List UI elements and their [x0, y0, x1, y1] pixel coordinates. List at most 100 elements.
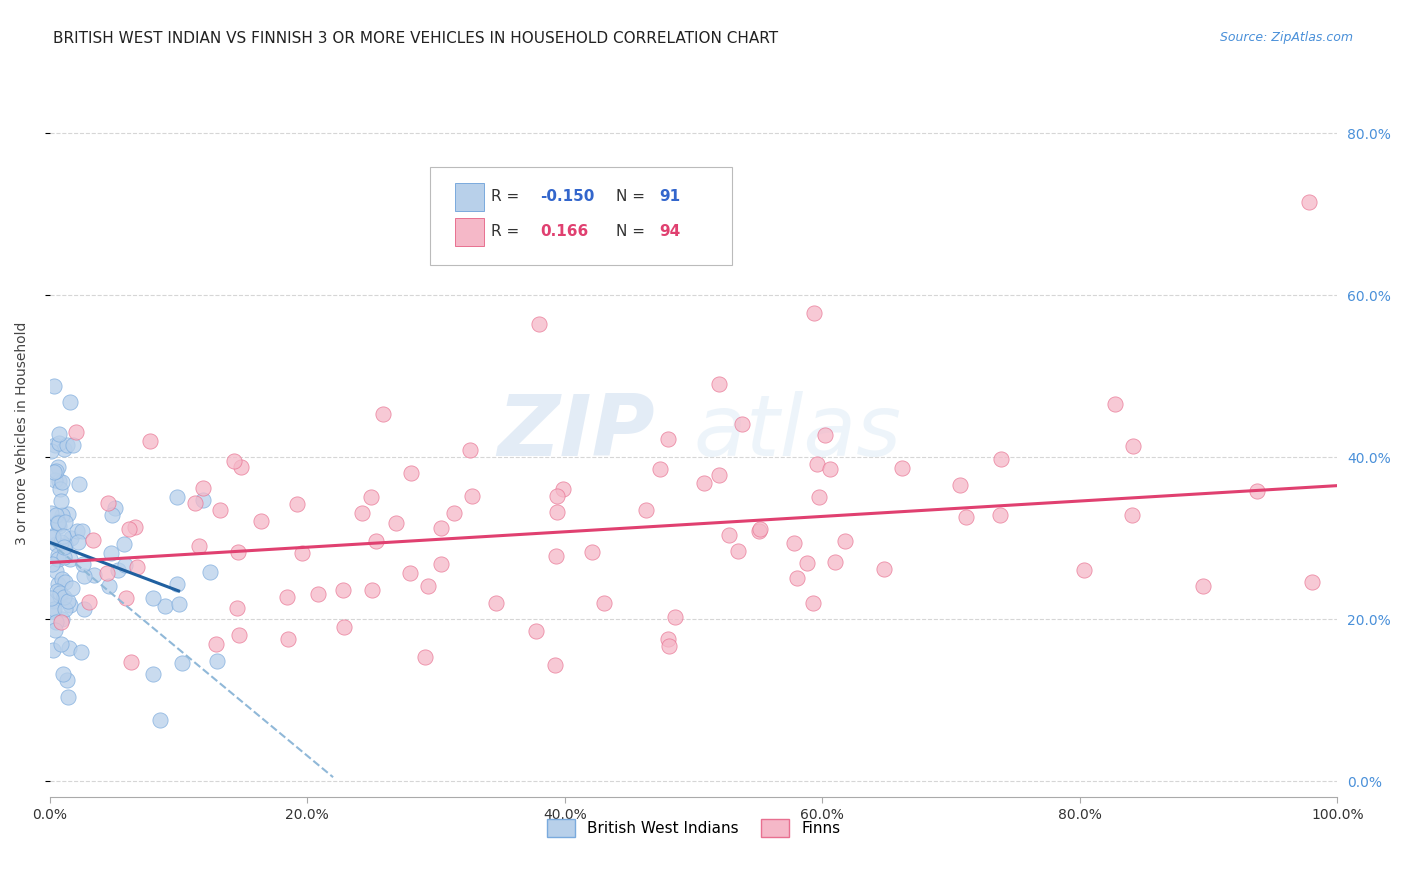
Point [59, 552, 82, 566]
Point [114, 558, 136, 572]
Point [188, 539, 211, 553]
Point [231, 460, 253, 475]
Point [808, 491, 831, 505]
Point [67, 535, 90, 549]
Point [42, 594, 65, 608]
Point [783, 535, 806, 549]
Point [1122, 439, 1144, 453]
Point [53, 538, 76, 552]
Point [307, 586, 329, 600]
Point [53, 549, 76, 564]
Point [44, 379, 66, 393]
Point [124, 520, 146, 534]
Point [42, 601, 65, 615]
Point [731, 417, 754, 432]
Point [458, 443, 481, 458]
Point [46, 459, 69, 474]
Point [48, 519, 70, 533]
Point [58, 507, 80, 521]
Text: Source: ZipAtlas.com: Source: ZipAtlas.com [1219, 31, 1353, 45]
Point [873, 562, 896, 576]
Point [693, 475, 716, 490]
Point [803, 596, 825, 610]
Point [138, 434, 160, 449]
Point [39, 591, 62, 605]
Point [155, 599, 177, 613]
Point [62, 438, 84, 452]
Point [385, 516, 408, 530]
Point [70, 644, 93, 658]
Point [527, 317, 550, 331]
Point [824, 555, 846, 569]
Point [142, 667, 165, 681]
Point [46, 577, 69, 591]
Point [39, 506, 62, 520]
Point [45, 508, 67, 523]
Point [226, 545, 249, 559]
Point [170, 657, 193, 671]
Point [52, 667, 75, 681]
Point [73, 569, 96, 583]
Point [44, 438, 66, 452]
Text: -0.150: -0.150 [540, 188, 595, 203]
Point [546, 505, 568, 519]
Point [291, 546, 314, 560]
Text: 91: 91 [659, 188, 681, 203]
Point [41, 529, 63, 543]
Point [166, 490, 188, 504]
Point [48, 474, 70, 488]
Text: R =: R = [492, 224, 524, 238]
Point [890, 460, 912, 475]
Point [399, 566, 422, 580]
Point [45, 537, 67, 551]
Point [657, 632, 679, 647]
Point [949, 477, 972, 491]
Point [55, 574, 77, 589]
Point [198, 565, 221, 579]
Text: ZIP: ZIP [498, 392, 655, 475]
Text: 94: 94 [659, 224, 681, 238]
Point [748, 521, 770, 535]
Point [51, 508, 73, 523]
Point [115, 591, 138, 606]
Point [276, 590, 298, 604]
Point [79, 595, 101, 609]
Point [51, 612, 73, 626]
Point [59, 599, 82, 613]
Point [277, 632, 299, 647]
Point [1104, 397, 1126, 411]
Point [100, 508, 122, 522]
Point [56, 673, 79, 688]
Point [748, 524, 770, 538]
Point [709, 467, 731, 482]
Point [45, 615, 67, 630]
Point [332, 583, 354, 598]
Point [648, 461, 671, 475]
Point [524, 624, 547, 639]
Point [51, 475, 73, 490]
Point [167, 597, 190, 611]
Point [546, 549, 568, 564]
Point [360, 583, 382, 598]
Point [56, 438, 79, 452]
Point [401, 466, 423, 480]
Text: BRITISH WEST INDIAN VS FINNISH 3 OR MORE VEHICLES IN HOUSEHOLD CORRELATION CHART: BRITISH WEST INDIAN VS FINNISH 3 OR MORE… [53, 31, 779, 46]
Point [56, 690, 79, 704]
Point [709, 377, 731, 392]
Point [73, 602, 96, 616]
Point [249, 514, 271, 528]
Point [1073, 563, 1095, 577]
Point [544, 657, 567, 672]
Point [41, 558, 63, 572]
Point [65, 425, 87, 439]
Point [82, 533, 104, 548]
Text: R =: R = [492, 188, 524, 203]
Point [990, 451, 1012, 466]
Point [46, 516, 69, 531]
Point [48, 435, 70, 450]
FancyBboxPatch shape [456, 183, 484, 211]
Point [1191, 579, 1213, 593]
Point [413, 649, 436, 664]
Point [803, 306, 825, 320]
Point [58, 640, 80, 655]
